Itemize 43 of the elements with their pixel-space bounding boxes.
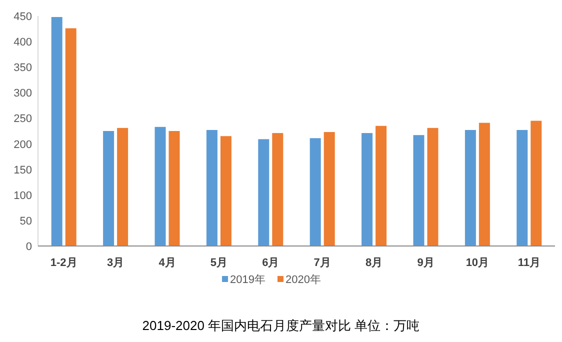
bar	[362, 133, 373, 246]
y-tick-label: 200	[14, 138, 32, 151]
bar	[478, 122, 490, 246]
bar	[413, 135, 424, 246]
x-tick-label: 11月	[518, 257, 540, 269]
y-tick-label: 50	[20, 215, 32, 228]
x-tick-label: 3月	[106, 257, 124, 269]
y-tick-label: 450	[14, 11, 32, 23]
bar	[376, 126, 387, 246]
text: 2019-2020 年国内电石月度产量对比 单位：万吨	[142, 318, 420, 333]
x-tick-label: 8月	[365, 257, 383, 269]
x-tick-label: 5月	[210, 257, 228, 269]
y-tick-label: 0	[26, 241, 32, 253]
bar	[258, 139, 270, 246]
bar	[516, 130, 528, 246]
x-tick-label: 9月	[417, 257, 434, 269]
bar	[530, 120, 542, 246]
bar	[103, 131, 114, 246]
bar	[117, 128, 128, 246]
bar	[324, 132, 335, 246]
y-tick-label: 300	[14, 88, 32, 100]
x-tick-label: 10月	[466, 257, 490, 269]
y-tick-label: 400	[14, 36, 32, 49]
x-tick-label: 4月	[158, 257, 176, 269]
x-tick-label: 7月	[314, 257, 331, 269]
x-tick-label: 1-2月	[50, 257, 78, 269]
bar	[206, 130, 218, 246]
bar	[168, 131, 180, 246]
y-tick-label: 350	[14, 62, 32, 74]
y-tick-label: 100	[14, 190, 32, 202]
bar	[310, 138, 321, 246]
bar	[427, 128, 438, 246]
bar	[154, 126, 166, 246]
legend-label: 2020年	[285, 274, 321, 286]
y-tick-label: 150	[14, 164, 32, 176]
bar	[272, 133, 284, 246]
legend-label: 2019年	[230, 274, 266, 286]
bar	[220, 136, 232, 246]
bar	[65, 28, 76, 246]
bar	[51, 17, 62, 246]
bar	[464, 130, 476, 246]
x-tick-label: 6月	[262, 257, 280, 269]
y-tick-label: 250	[14, 113, 32, 126]
